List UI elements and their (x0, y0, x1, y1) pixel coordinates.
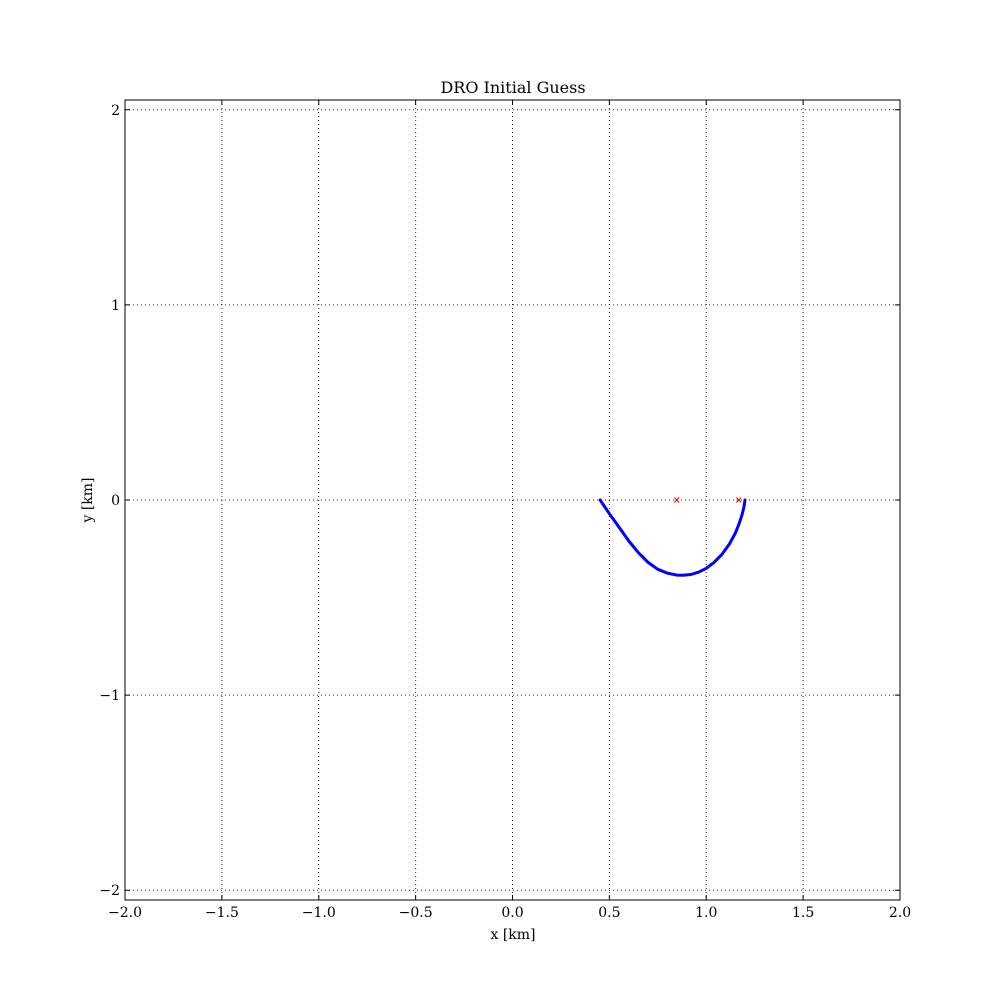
grid-lines (125, 100, 900, 900)
y-tick-label: −1 (99, 688, 120, 704)
marker-stroke (735, 497, 742, 503)
x-tick-label: −1.0 (302, 905, 336, 921)
marker-stroke (673, 497, 680, 503)
x-tick-label: 0.5 (598, 905, 620, 921)
x-tick-label: 2.0 (889, 905, 911, 921)
x-tick-labels: −2.0 −1.5 −1.0 −0.5 0.0 0.5 1.0 1.5 2.0 (108, 905, 911, 921)
marker-point (673, 497, 680, 503)
y-tick-label: 1 (111, 298, 120, 314)
marker-point (735, 497, 742, 503)
x-tick-label: 1.0 (695, 905, 717, 921)
x-tick-label: −1.5 (205, 905, 239, 921)
x-tick-label: 0.0 (501, 905, 523, 921)
series-layer (598, 497, 747, 577)
x-axis-label: x [km] (490, 927, 535, 943)
axis-ticks (124, 100, 901, 900)
y-axis-label: y [km] (80, 477, 96, 523)
x-tick-label: −0.5 (399, 905, 433, 921)
x-tick-label: −2.0 (108, 905, 142, 921)
chart-title: DRO Initial Guess (440, 78, 585, 97)
y-tick-label: 2 (111, 103, 120, 119)
y-tick-labels: −2 −1 0 1 2 (99, 103, 120, 899)
y-tick-label: −2 (99, 883, 120, 899)
y-tick-label: 0 (111, 493, 120, 509)
x-tick-label: 1.5 (792, 905, 814, 921)
trajectory-line (598, 498, 747, 577)
